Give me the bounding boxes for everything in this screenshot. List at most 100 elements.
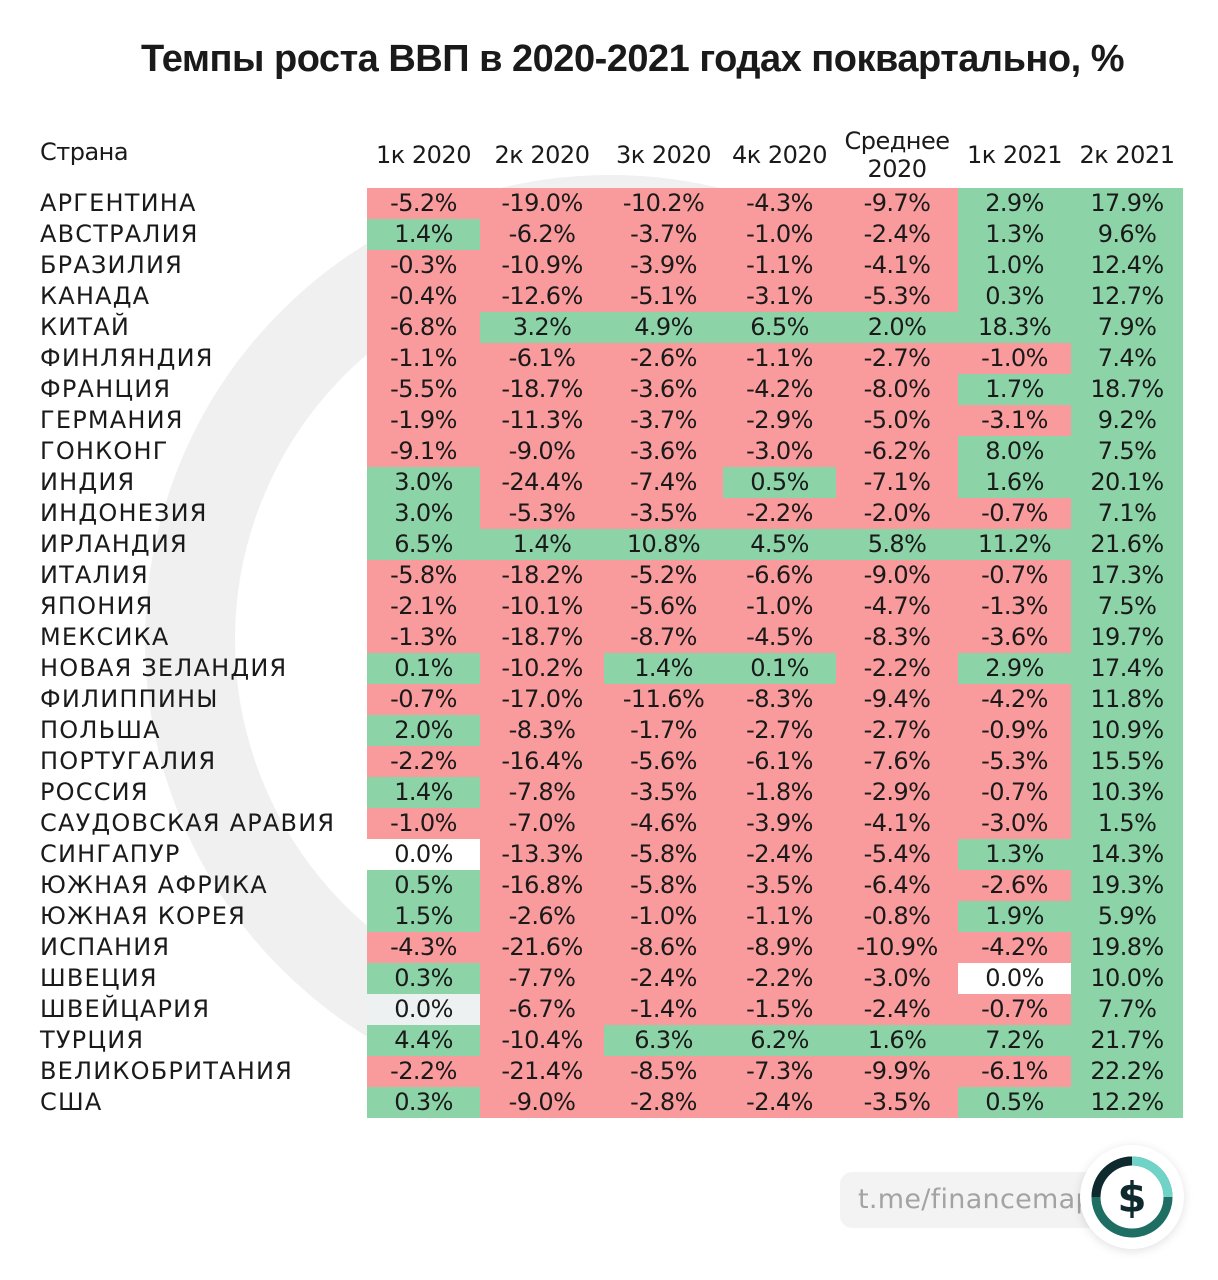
value-cell: 0.0% xyxy=(367,839,480,870)
value-cell: 6.5% xyxy=(723,312,836,343)
value-cell: -4.2% xyxy=(723,374,836,405)
value-cell: 10.8% xyxy=(604,529,723,560)
value-cell: -3.9% xyxy=(723,808,836,839)
value-cell: -2.4% xyxy=(604,963,723,994)
value-cell: -5.8% xyxy=(367,560,480,591)
value-cell: -7.7% xyxy=(480,963,604,994)
value-cell: 1.5% xyxy=(367,901,480,932)
value-cell: -6.2% xyxy=(836,436,958,467)
value-cell: -3.7% xyxy=(604,405,723,436)
value-cell: -0.7% xyxy=(958,560,1071,591)
value-cell: -5.6% xyxy=(604,746,723,777)
column-header: 1к 2021 xyxy=(967,141,1062,169)
country-label: БРАЗИЛИЯ xyxy=(40,251,183,279)
value-cell: -8.3% xyxy=(723,684,836,715)
value-cell: 1.4% xyxy=(604,653,723,684)
value-cell: -3.5% xyxy=(604,498,723,529)
country-label: САУДОВСКАЯ АРАВИЯ xyxy=(40,809,336,837)
value-cell: 4.5% xyxy=(723,529,836,560)
column-header: Среднее 2020 xyxy=(844,127,950,183)
value-cell: -1.4% xyxy=(604,994,723,1025)
brand-pill[interactable] xyxy=(840,1172,1110,1228)
value-cell: -2.2% xyxy=(367,1056,480,1087)
value-cell: -4.3% xyxy=(723,188,836,219)
value-cell: 7.5% xyxy=(1071,436,1183,467)
value-cell: 5.9% xyxy=(1071,901,1183,932)
value-cell: -18.7% xyxy=(480,374,604,405)
value-cell: -10.9% xyxy=(836,932,958,963)
value-cell: 7.2% xyxy=(958,1025,1071,1056)
value-cell: -3.6% xyxy=(604,374,723,405)
value-cell: 19.7% xyxy=(1071,622,1183,653)
value-cell: -2.7% xyxy=(836,715,958,746)
value-cell: -21.6% xyxy=(480,932,604,963)
value-cell: -2.0% xyxy=(836,498,958,529)
value-cell: -1.3% xyxy=(958,591,1071,622)
value-cell: -18.7% xyxy=(480,622,604,653)
country-label: ЮЖНАЯ КОРЕЯ xyxy=(40,902,246,930)
value-cell: -18.2% xyxy=(480,560,604,591)
value-cell: -2.2% xyxy=(367,746,480,777)
value-cell: -6.8% xyxy=(367,312,480,343)
value-cell: 1.3% xyxy=(958,839,1071,870)
value-cell: 1.0% xyxy=(958,250,1071,281)
value-cell: 1.7% xyxy=(958,374,1071,405)
value-cell: -9.0% xyxy=(480,1087,604,1118)
value-cell: -5.8% xyxy=(604,870,723,901)
value-cell: -10.2% xyxy=(480,653,604,684)
value-cell: 11.2% xyxy=(958,529,1071,560)
value-cell: 17.4% xyxy=(1071,653,1183,684)
value-cell: -2.6% xyxy=(604,343,723,374)
value-cell: -9.0% xyxy=(836,560,958,591)
value-cell: -1.0% xyxy=(958,343,1071,374)
value-cell: -3.5% xyxy=(723,870,836,901)
logo-badge[interactable]: $ xyxy=(1080,1145,1184,1249)
value-cell: -2.9% xyxy=(836,777,958,808)
value-cell: 7.5% xyxy=(1071,591,1183,622)
value-cell: -7.6% xyxy=(836,746,958,777)
value-cell: 4.4% xyxy=(367,1025,480,1056)
value-cell: 5.8% xyxy=(836,529,958,560)
country-label: США xyxy=(40,1088,103,1116)
value-cell: -12.6% xyxy=(480,281,604,312)
value-cell: -16.8% xyxy=(480,870,604,901)
country-label: ТУРЦИЯ xyxy=(40,1026,145,1054)
header-country: Страна xyxy=(40,138,129,166)
value-cell: 1.4% xyxy=(480,529,604,560)
value-cell: -3.9% xyxy=(604,250,723,281)
brand-link[interactable]: t.me/financemap xyxy=(858,1184,1093,1215)
value-cell: 6.5% xyxy=(367,529,480,560)
value-cell: 20.1% xyxy=(1071,467,1183,498)
value-cell: 10.3% xyxy=(1071,777,1183,808)
value-cell: -8.5% xyxy=(604,1056,723,1087)
value-cell: -2.2% xyxy=(723,963,836,994)
value-cell: 1.4% xyxy=(367,777,480,808)
value-cell: -1.9% xyxy=(367,405,480,436)
value-cell: 3.2% xyxy=(480,312,604,343)
value-cell: -1.1% xyxy=(723,901,836,932)
value-cell: 0.3% xyxy=(367,1087,480,1118)
column-header: 4к 2020 xyxy=(732,141,827,169)
value-cell: -2.1% xyxy=(367,591,480,622)
country-label: КИТАЙ xyxy=(40,313,131,341)
value-cell: -0.7% xyxy=(958,498,1071,529)
country-label: ШВЕЦИЯ xyxy=(40,964,158,992)
country-label: ШВЕЙЦАРИЯ xyxy=(40,995,211,1023)
value-cell: -6.2% xyxy=(480,219,604,250)
value-cell: -5.5% xyxy=(367,374,480,405)
value-cell: 0.5% xyxy=(958,1087,1071,1118)
value-cell: -2.9% xyxy=(723,405,836,436)
value-cell: 18.3% xyxy=(958,312,1071,343)
value-cell: 21.7% xyxy=(1071,1025,1183,1056)
value-cell: 2.9% xyxy=(958,653,1071,684)
value-cell: -7.4% xyxy=(604,467,723,498)
dollar-icon: $ xyxy=(1091,1156,1173,1238)
column-header: 1к 2020 xyxy=(376,141,471,169)
value-cell: 12.7% xyxy=(1071,281,1183,312)
country-label: ФРАНЦИЯ xyxy=(40,375,172,403)
value-cell: 0.5% xyxy=(723,467,836,498)
country-label: ФИЛИППИНЫ xyxy=(40,685,219,713)
value-cell: -6.1% xyxy=(723,746,836,777)
svg-text:$: $ xyxy=(1117,1173,1146,1222)
